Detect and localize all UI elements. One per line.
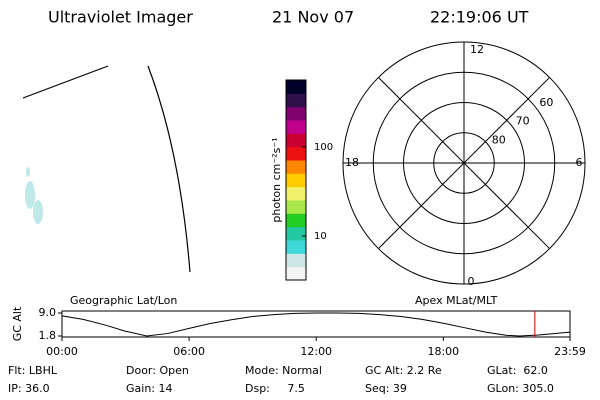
orbit-plot: 9.0 1.8 00:00 06:00 12:00 18:00 23:59 xyxy=(39,306,586,358)
image-panel xyxy=(22,65,191,273)
info-panel: Flt: LBHL Door: Open Mode: Normal GC Alt: 2… xyxy=(8,364,554,395)
colorbar-tick-label: 100 xyxy=(314,142,333,153)
color-swatch xyxy=(286,253,306,268)
orbit-ylabel: GC Alt xyxy=(11,306,24,341)
color-swatch xyxy=(286,173,306,188)
color-swatch xyxy=(286,240,306,254)
info-field: Gain: 14 xyxy=(126,382,173,395)
info-field: GLat: 62.0 xyxy=(487,364,548,377)
color-swatch xyxy=(286,186,306,201)
info-field: Flt: LBHL xyxy=(8,364,58,377)
info-field: Dsp: 7.5 xyxy=(245,382,305,395)
colorbar: 10 100 xyxy=(285,79,333,281)
limb-curve xyxy=(147,65,191,273)
color-swatch xyxy=(286,106,306,121)
date: 21 Nov 07 xyxy=(272,8,354,27)
altitude-line xyxy=(61,312,571,337)
color-swatch xyxy=(286,146,306,161)
instrument: Ultraviolet Imager xyxy=(48,8,193,27)
color-swatch xyxy=(286,80,306,94)
info-field: GLon: 305.0 xyxy=(487,382,554,395)
x-tick-label: 23:59 xyxy=(554,345,586,358)
color-swatch xyxy=(286,93,306,108)
info-field: Mode: Normal xyxy=(245,364,322,377)
lat-label: 80 xyxy=(492,133,506,146)
color-swatch xyxy=(286,266,306,281)
x-tick-label: 12:00 xyxy=(300,345,332,358)
x-tick-label: 06:00 xyxy=(173,345,205,358)
color-swatch xyxy=(286,200,306,214)
color-swatch xyxy=(286,213,306,228)
orbit-right-label: Apex MLat/MLT xyxy=(415,294,498,307)
color-swatch xyxy=(286,226,306,241)
mlt-spoke xyxy=(378,77,550,249)
colorbar-label: photon cm⁻²s⁻¹ xyxy=(270,137,283,222)
color-swatch xyxy=(286,133,306,148)
orbit-left-label: Geographic Lat/Lon xyxy=(70,294,177,307)
color-swatch xyxy=(286,120,306,134)
aurora-blobs xyxy=(25,167,43,224)
y-tick-label: 9.0 xyxy=(39,306,57,319)
mlt-label: 18 xyxy=(345,156,359,169)
mlt-label: 0 xyxy=(468,275,475,288)
y-tick-label: 1.8 xyxy=(39,329,57,342)
lat-label: 70 xyxy=(516,115,530,128)
colorbar-tick-label: 10 xyxy=(314,231,327,242)
info-field: IP: 36.0 xyxy=(8,382,50,395)
colorbar-frame xyxy=(285,79,307,281)
lat-label: 60 xyxy=(539,96,553,109)
x-tick-label: 18:00 xyxy=(427,345,459,358)
limb-line xyxy=(22,65,109,99)
color-swatch xyxy=(286,160,306,174)
time: 22:19:06 UT xyxy=(430,8,529,27)
mlt-label: 6 xyxy=(576,156,583,169)
info-field: GC Alt: 2.2 Re xyxy=(365,364,442,377)
info-field: Seq: 39 xyxy=(365,382,407,395)
info-field: Door: Open xyxy=(126,364,189,377)
mlt-label: 12 xyxy=(470,43,484,56)
x-tick-label: 00:00 xyxy=(46,345,78,358)
